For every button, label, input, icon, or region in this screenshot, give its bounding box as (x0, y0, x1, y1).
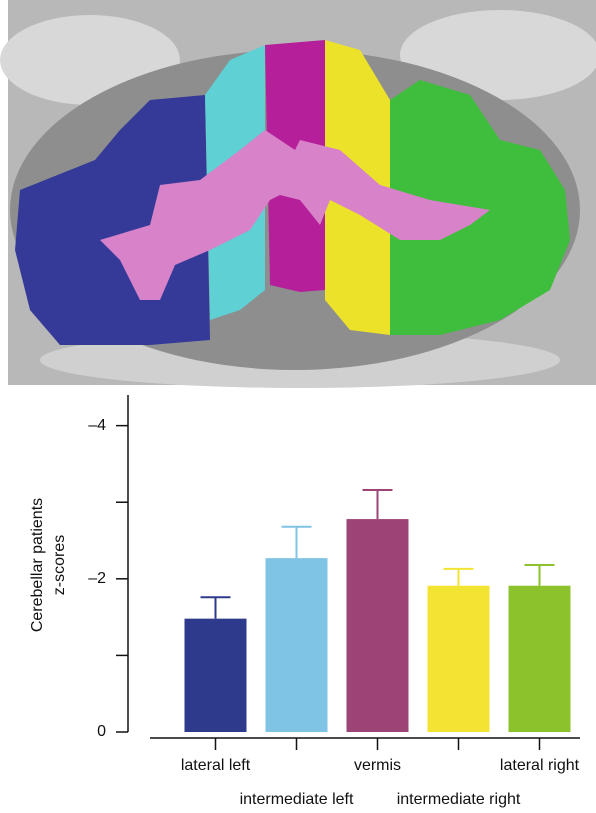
y-tick-label: –2 (88, 570, 106, 587)
y-tick-label: –4 (88, 417, 106, 434)
brain-image (0, 0, 596, 388)
bar (428, 586, 490, 732)
bar (347, 519, 409, 732)
y-axis-label: Cerebellar patients (29, 498, 46, 632)
x-tick-label: vermis (354, 757, 401, 774)
bar (185, 619, 247, 732)
x-tick-label: intermediate left (240, 791, 354, 808)
x-tick-label: lateral right (500, 757, 580, 774)
x-tick-label: lateral left (181, 757, 251, 774)
x-tick-label: intermediate right (397, 791, 521, 808)
bar (509, 586, 571, 732)
bar (266, 558, 328, 732)
y-axis-label: z-scores (51, 535, 68, 595)
y-tick-label: 0 (97, 723, 106, 740)
figure: Cerebellar patients z-scores –4 –2 0 latera… (0, 0, 596, 813)
